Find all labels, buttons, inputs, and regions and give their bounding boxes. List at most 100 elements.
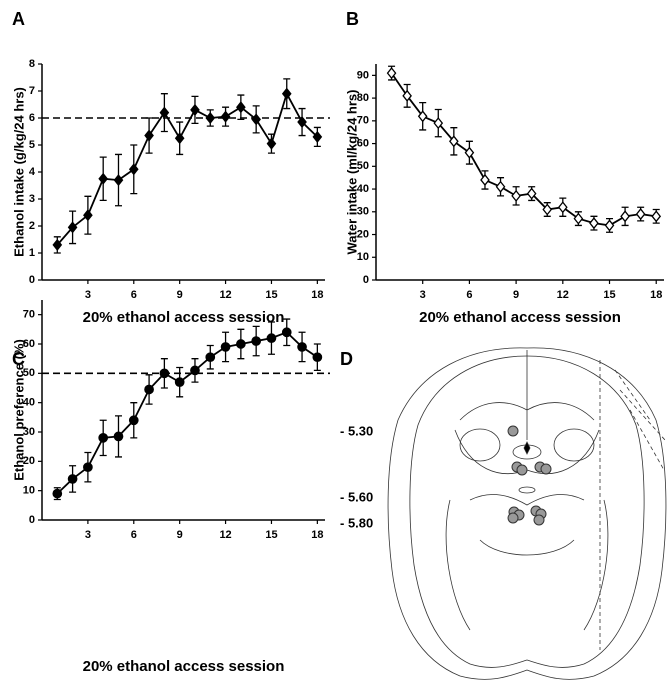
y-axis-title: Ethanol intake (g/kg/24 hrs) (11, 87, 26, 257)
marker (128, 163, 139, 176)
y-tick-label: 40 (357, 183, 369, 195)
marker (386, 67, 397, 80)
x-tick-label: 18 (650, 289, 662, 301)
y-tick-label: 90 (357, 69, 369, 81)
y-tick-label: 1 (29, 247, 35, 259)
y-tick-label: 10 (23, 485, 35, 497)
marker (205, 352, 216, 363)
marker (220, 342, 231, 352)
x-tick-label: 9 (177, 529, 183, 541)
y-tick-label: 0 (29, 274, 35, 286)
marker (190, 365, 200, 376)
panel-label: D (340, 349, 353, 369)
y-tick-label: 40 (23, 397, 35, 409)
marker (281, 87, 292, 100)
x-tick-label: 6 (466, 289, 472, 301)
marker (511, 189, 521, 202)
marker (620, 210, 630, 223)
y-tick-label: 20 (23, 455, 35, 467)
x-tick-label: 15 (603, 289, 615, 301)
marker (589, 217, 599, 230)
marker (52, 488, 63, 499)
y-tick-label: 70 (23, 309, 35, 321)
marker (464, 146, 475, 159)
marker (251, 113, 261, 126)
y-tick-label: 5 (29, 139, 35, 151)
marker (251, 336, 262, 346)
y-tick-label: 10 (357, 251, 369, 263)
y-tick-label: 50 (23, 367, 35, 379)
y-tick-label: 30 (23, 426, 35, 438)
x-tick-label: 9 (177, 289, 183, 301)
x-tick-label: 18 (311, 289, 323, 301)
y-tick-label: 4 (29, 166, 36, 178)
y-tick-label: 8 (29, 58, 35, 70)
marker (449, 135, 459, 148)
x-tick-label: 6 (131, 529, 137, 541)
marker (480, 173, 490, 186)
y-axis-title: Ethanol preference (%) (11, 339, 26, 481)
marker (128, 415, 139, 426)
marker (236, 339, 246, 349)
panel-label: C (12, 349, 25, 369)
level-label: - 5.30 (340, 423, 373, 438)
marker (159, 106, 170, 119)
marker (433, 117, 444, 130)
marker (495, 180, 506, 193)
marker (174, 132, 185, 145)
x-tick-label: 15 (265, 529, 277, 541)
marker (651, 210, 662, 223)
marker (205, 111, 216, 125)
y-tick-label: 50 (357, 160, 369, 172)
panel-label: B (346, 9, 359, 29)
marker (220, 110, 231, 123)
x-tick-label: 12 (219, 289, 231, 301)
y-axis-title: Water intake (ml/kg/24 hrs) (344, 90, 359, 255)
x-tick-label: 3 (85, 289, 91, 301)
marker (113, 431, 124, 442)
x-tick-label: 12 (557, 289, 569, 301)
x-tick-label: 6 (131, 289, 137, 301)
marker (144, 384, 154, 395)
level-label: - 5.60 (340, 489, 373, 504)
marker (312, 352, 323, 363)
marker (159, 368, 170, 379)
marker (98, 433, 109, 443)
marker (174, 377, 185, 387)
marker (604, 219, 615, 232)
marker (402, 89, 412, 102)
marker (526, 187, 537, 200)
y-tick-label: 80 (357, 92, 369, 104)
marker (635, 208, 646, 221)
brain-section (387, 347, 667, 680)
x-tick-label: 9 (513, 289, 519, 301)
marker (297, 342, 307, 352)
marker (144, 129, 154, 142)
marker (83, 462, 93, 473)
marker (67, 474, 78, 484)
x-tick-label: 12 (219, 529, 231, 541)
series-line (56, 331, 318, 495)
x-axis-title: 20% ethanol access session (83, 309, 285, 326)
marker (83, 209, 93, 222)
y-tick-label: 2 (29, 220, 35, 232)
marker (236, 101, 246, 114)
y-tick-label: 3 (29, 193, 35, 205)
series-line (56, 91, 318, 246)
marker (67, 221, 78, 234)
x-axis-title: 20% ethanol access session (83, 658, 285, 675)
y-tick-label: 0 (363, 274, 369, 286)
y-tick-label: 60 (23, 338, 35, 350)
marker (190, 103, 200, 116)
series-line (390, 72, 657, 227)
y-tick-label: 70 (357, 115, 369, 127)
x-tick-label: 18 (311, 529, 323, 541)
marker (557, 201, 568, 214)
y-tick-label: 6 (29, 112, 35, 124)
y-tick-label: 7 (29, 85, 35, 97)
marker (281, 327, 292, 338)
y-tick-label: 0 (29, 514, 35, 526)
marker (266, 333, 277, 343)
x-tick-label: 3 (85, 529, 91, 541)
x-tick-label: 15 (265, 289, 277, 301)
